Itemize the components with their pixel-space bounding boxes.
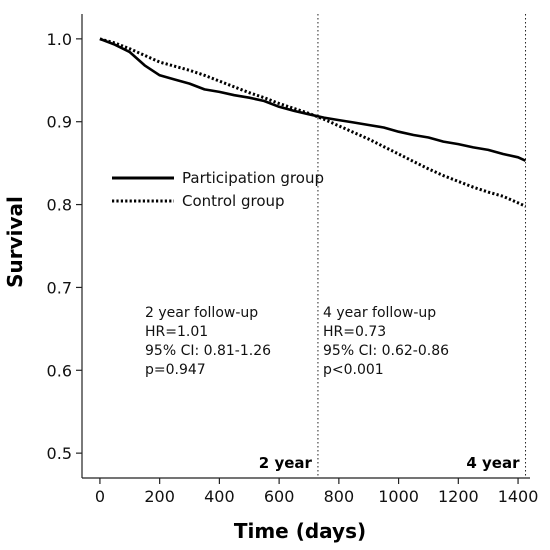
- legend-entry-label: Participation group: [182, 169, 324, 187]
- x-tick-label: 600: [264, 487, 295, 506]
- x-tick-label: 0: [95, 487, 105, 506]
- x-tick-label: 200: [144, 487, 175, 506]
- series-line: [99, 37, 527, 208]
- y-tick-label: 0.8: [47, 196, 72, 215]
- series-lines: [99, 37, 527, 208]
- x-tick-label: 1400: [498, 487, 539, 506]
- legend: Participation group Control group: [112, 169, 324, 210]
- legend-entry-label: Control group: [182, 192, 285, 210]
- ticks: 0 200 400 600 800 1000 1200 1400 0.5 0.6 0.7 0.8 0.9…: [47, 30, 539, 506]
- series-line: [99, 37, 527, 162]
- annotation-line: 95% CI: 0.62-0.86: [323, 343, 449, 359]
- vertical-line-label: 2 year: [259, 454, 313, 472]
- y-tick-label: 0.6: [47, 361, 72, 380]
- x-tick-label: 1000: [378, 487, 419, 506]
- x-tick-label: 800: [324, 487, 355, 506]
- vertical-line-label: 4 year: [466, 454, 520, 472]
- annotation-line: p=0.947: [145, 362, 206, 378]
- annotation-line: 2 year follow-up: [145, 305, 258, 321]
- y-axis-label: Survival: [3, 196, 27, 288]
- y-tick-label: 0.5: [47, 444, 72, 463]
- annotations: 2 year follow-up HR=1.01 95% CI: 0.81-1.26…: [145, 305, 449, 378]
- x-tick-label: 400: [204, 487, 235, 506]
- annotation-line: HR=0.73: [323, 324, 386, 340]
- annotation-block: 4 year follow-up HR=0.73 95% CI: 0.62-0.86…: [323, 305, 449, 378]
- annotation-block: 2 year follow-up HR=1.01 95% CI: 0.81-1.26…: [145, 305, 271, 378]
- y-tick-label: 1.0: [47, 30, 72, 49]
- annotation-line: p<0.001: [323, 362, 384, 378]
- vertical-reference-lines: 2 year 4 year: [259, 14, 527, 478]
- y-tick-label: 0.7: [47, 278, 72, 297]
- annotation-line: 4 year follow-up: [323, 305, 436, 321]
- y-tick-label: 0.9: [47, 113, 72, 132]
- x-tick-label: 1200: [438, 487, 479, 506]
- x-axis-label: Time (days): [234, 519, 366, 543]
- axes: [81, 14, 530, 479]
- annotation-line: 95% CI: 0.81-1.26: [145, 343, 271, 359]
- annotation-line: HR=1.01: [145, 324, 208, 340]
